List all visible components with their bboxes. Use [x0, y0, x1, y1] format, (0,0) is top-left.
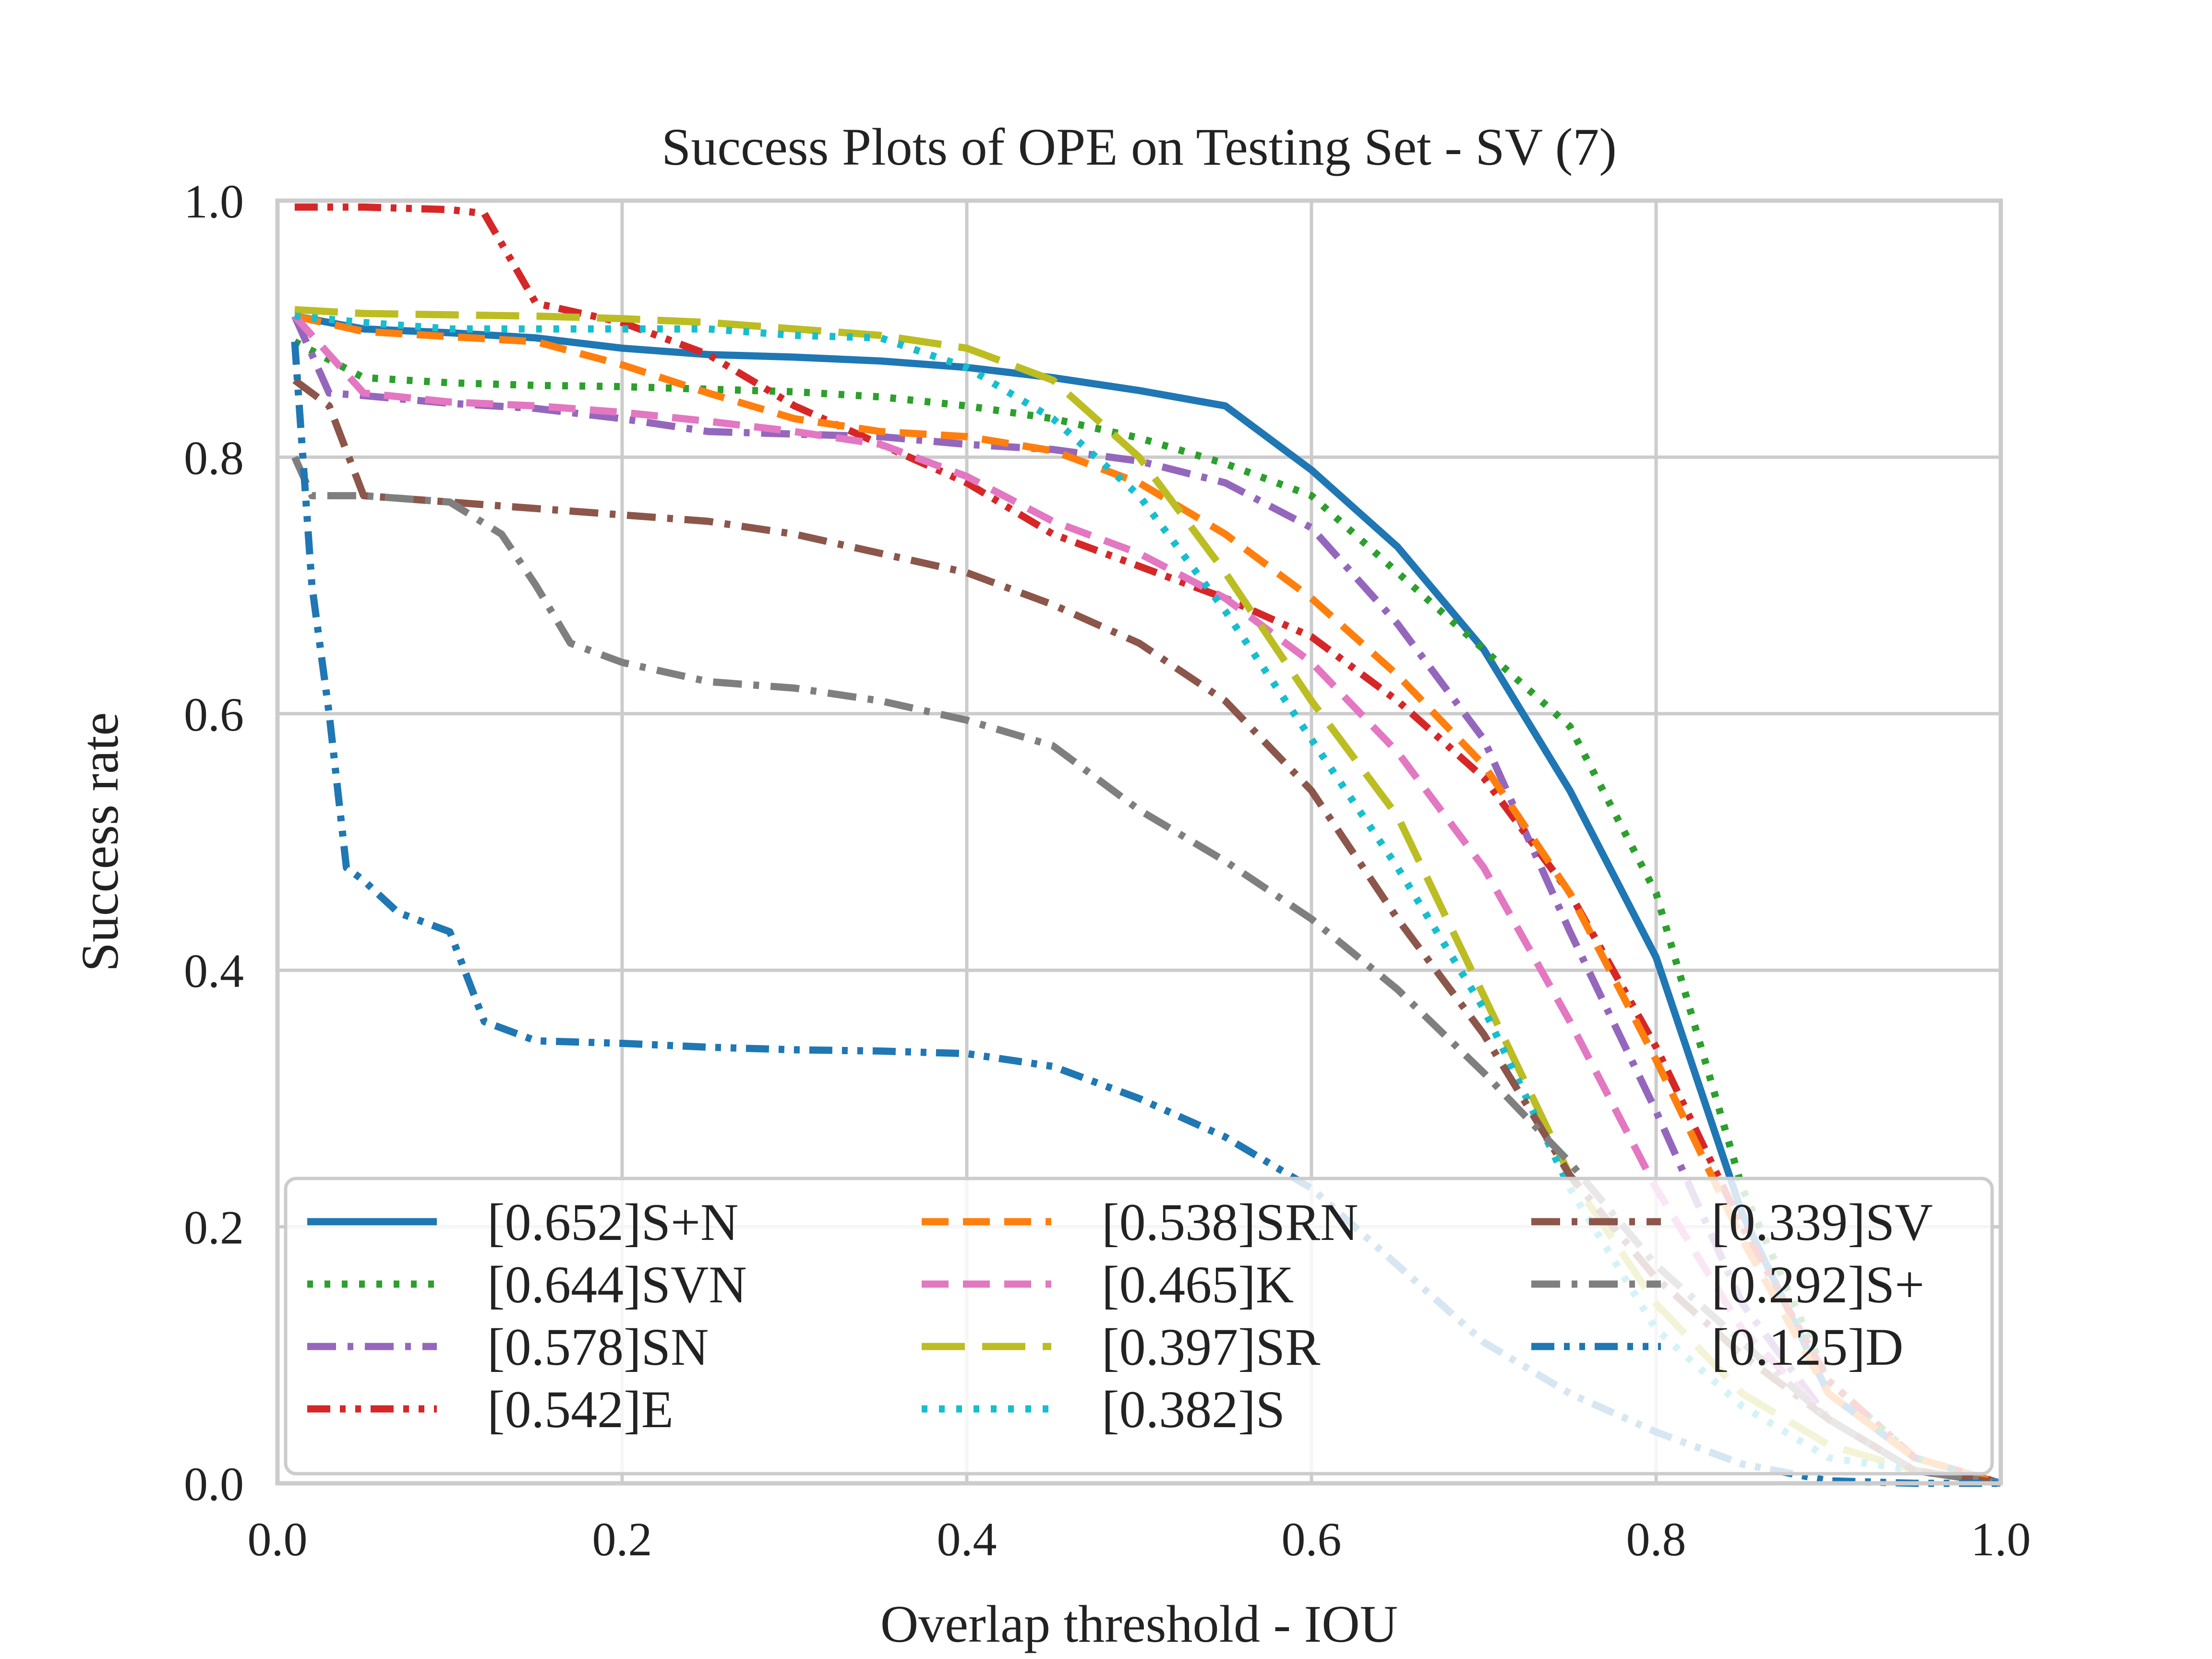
tick-labels: 0.0 0.2 0.4 0.6 0.8 1.0 0.0 0.2 0.4 0.6 0.8 1.0 [184, 175, 2031, 1566]
x-axis-label: Overlap threshold - IOU [880, 1595, 1398, 1653]
y-tick-label: 1.0 [184, 175, 244, 228]
series-line [294, 203, 2002, 1487]
y-tick-label: 0.8 [184, 431, 244, 484]
y-tick-label: 0.2 [184, 1201, 244, 1254]
y-tick-label: 0.4 [184, 944, 244, 998]
legend-label: [0.292]S+ [1711, 1255, 1924, 1314]
legend-label: [0.382]S [1102, 1380, 1285, 1439]
legend-label: [0.644]SVN [487, 1255, 747, 1314]
legend-label: [0.339]SV [1711, 1193, 1933, 1251]
plot-frame [275, 198, 2003, 1486]
legend-label: [0.538]SRN [1102, 1193, 1358, 1251]
legend-label: [0.578]SN [487, 1318, 709, 1376]
legend-label: [0.465]K [1102, 1255, 1294, 1314]
x-tick-label: 0.6 [1282, 1513, 1342, 1566]
y-tick-label: 0.0 [184, 1457, 244, 1511]
x-tick-label: 0.0 [248, 1513, 308, 1566]
chart-title: Success Plots of OPE on Testing Set - SV… [661, 118, 1617, 176]
y-tick-label: 0.6 [184, 688, 244, 741]
series-line [293, 338, 2002, 1487]
series-line [292, 377, 2002, 1487]
x-tick-label: 0.2 [592, 1513, 652, 1566]
series-line [294, 313, 2002, 1487]
legend-box [284, 1177, 1994, 1476]
legend-label: [0.652]S+N [487, 1193, 738, 1251]
legend-label: [0.542]E [487, 1380, 673, 1439]
legend: [0.652]S+N[0.644]SVN[0.578]SN[0.542]E [0.… [284, 1177, 1994, 1476]
series-lines [291, 203, 2002, 1487]
x-tick-label: 0.4 [937, 1513, 997, 1566]
series-line [291, 341, 2001, 1487]
legend-label: [0.125]D [1711, 1318, 1903, 1376]
legend-label: [0.397]SR [1102, 1318, 1321, 1376]
y-axis-label: Success rate [71, 712, 129, 972]
x-tick-label: 0.8 [1626, 1513, 1686, 1566]
x-tick-label: 1.0 [1971, 1513, 2031, 1566]
